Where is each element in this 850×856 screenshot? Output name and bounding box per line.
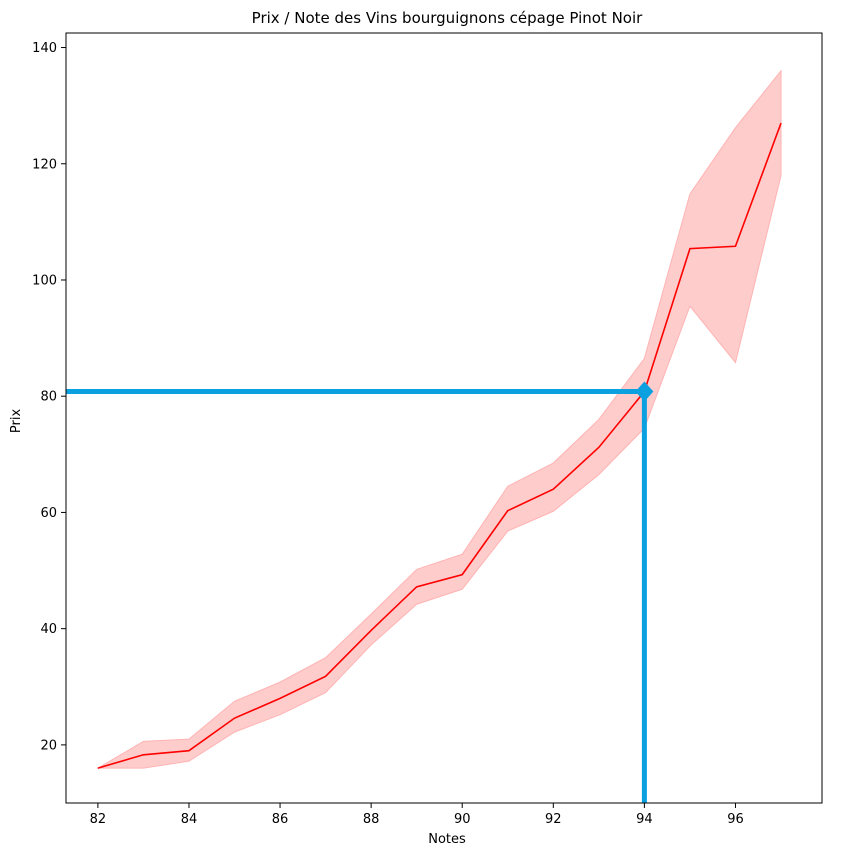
series-line: [97, 122, 782, 769]
x-tick-label: 90: [454, 812, 471, 827]
x-tick-label: 96: [727, 812, 744, 827]
x-tick-label: 84: [181, 812, 198, 827]
axes-frame: [65, 32, 823, 804]
data-layer: [66, 69, 782, 803]
confidence-band: [96, 69, 782, 769]
y-axis-label: Prix: [9, 409, 24, 434]
x-tick-label: 86: [272, 812, 289, 827]
y-tick-label: 40: [40, 622, 57, 637]
x-tick-label: 88: [363, 812, 380, 827]
chart-title: Prix / Note des Vins bourguignons cépage…: [252, 9, 643, 27]
y-tick-label: 100: [32, 273, 57, 288]
y-tick-label: 60: [40, 506, 57, 521]
plot-area: 82 84 86 88 90 92 94 96 20 40 60 80 100 120 140: [32, 32, 823, 827]
y-tick-label: 120: [32, 157, 57, 172]
y-tick-label: 140: [32, 41, 57, 56]
x-tick-label: 94: [636, 812, 653, 827]
x-tick-label: 92: [545, 812, 562, 827]
annotation-marker: [635, 381, 654, 402]
x-tick-label: 82: [90, 812, 107, 827]
y-tick-label: 20: [40, 738, 57, 753]
x-axis-label: Notes: [428, 832, 466, 847]
y-tick-label: 80: [40, 390, 57, 405]
